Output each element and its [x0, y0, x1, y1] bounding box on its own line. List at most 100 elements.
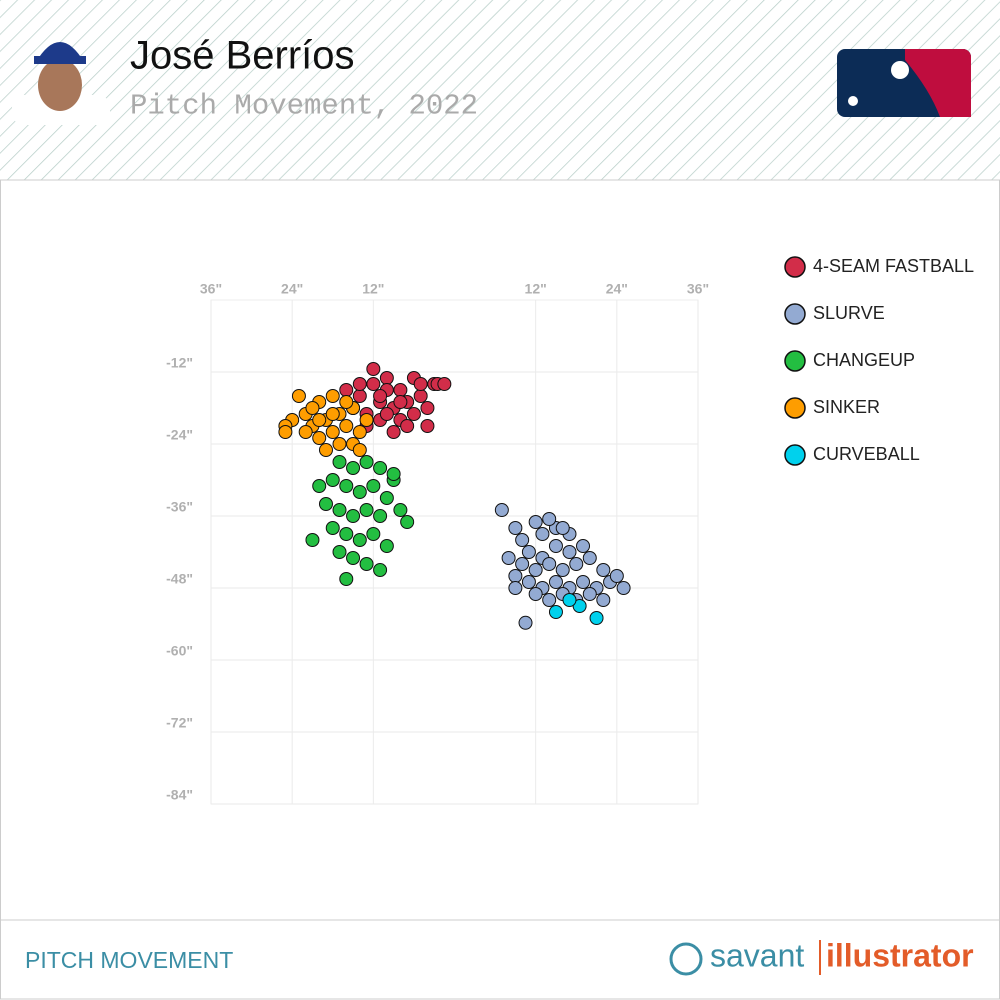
point [569, 557, 584, 571]
legend-label: CURVEBALL [813, 444, 920, 464]
point [332, 545, 347, 559]
player-photo [12, 42, 110, 125]
legend-swatch [784, 350, 806, 372]
point [535, 527, 550, 541]
ball-icon [669, 942, 703, 976]
point [332, 455, 347, 469]
legend-label: SLURVE [813, 303, 885, 323]
point [379, 371, 394, 385]
header-bg [0, 0, 1000, 180]
point [352, 389, 367, 403]
point [508, 569, 523, 583]
x-tick-label: 24" [606, 281, 628, 297]
point [291, 389, 306, 403]
point [406, 407, 421, 421]
point [373, 389, 388, 403]
point [339, 419, 354, 433]
x-tick-label: 36" [687, 281, 709, 297]
legend-label: SINKER [813, 397, 880, 417]
plot-area [210, 299, 699, 805]
point [542, 593, 557, 607]
point [366, 479, 381, 493]
legend-swatch [784, 397, 806, 419]
point [528, 515, 543, 529]
y-tick-label: -84" [166, 787, 193, 803]
point [609, 569, 624, 583]
plot: 36" 24" 12" 12" 24" 36" -12" -24" -36" -48" -60" -7… [166, 256, 974, 805]
point [312, 431, 327, 445]
point [379, 491, 394, 505]
point [596, 563, 611, 577]
point [386, 425, 401, 439]
point [582, 587, 597, 601]
point [542, 557, 557, 571]
point [318, 443, 333, 457]
point [346, 551, 361, 565]
x-tick-label: 36" [200, 281, 222, 297]
point [521, 575, 536, 589]
point [562, 593, 577, 607]
point [393, 383, 408, 397]
point [318, 497, 333, 511]
point [589, 611, 604, 625]
point [518, 615, 533, 630]
x-tick-label: 12" [525, 281, 547, 297]
point [339, 383, 354, 397]
point [359, 413, 374, 427]
y-tick-label: -60" [166, 643, 193, 659]
legend-swatch [784, 444, 806, 466]
brand-right: illustrator [826, 937, 974, 973]
point [325, 425, 340, 439]
legend-swatch [784, 256, 806, 278]
y-tick-label: -24" [166, 427, 193, 443]
x-tick-label: 12" [362, 281, 384, 297]
point [596, 593, 611, 607]
point [278, 425, 293, 439]
point [346, 461, 361, 475]
footer-label: PITCH MOVEMENT [25, 947, 233, 973]
point [386, 467, 401, 481]
point [359, 557, 374, 571]
point [400, 515, 415, 529]
point [373, 509, 388, 523]
point [562, 545, 577, 559]
point [521, 545, 536, 559]
point [572, 599, 587, 613]
point [339, 479, 354, 493]
point [413, 377, 428, 391]
point [379, 407, 394, 421]
point [542, 512, 557, 526]
x-tick-label: 24" [281, 281, 303, 297]
point [366, 362, 381, 376]
point [366, 377, 381, 391]
point [528, 563, 543, 577]
point [576, 575, 591, 589]
point [393, 503, 408, 517]
point [379, 539, 394, 553]
point [339, 395, 354, 409]
point [312, 479, 327, 493]
point [325, 407, 340, 421]
point [359, 503, 374, 517]
point [366, 527, 381, 541]
point [555, 521, 570, 535]
point [332, 503, 347, 517]
point [420, 401, 435, 415]
legend-swatch [784, 303, 806, 325]
point [332, 437, 347, 451]
point [298, 425, 313, 439]
legend-label: 4-SEAM FASTBALL [813, 256, 974, 276]
point [393, 395, 408, 409]
mlb-logo [837, 49, 971, 117]
point [305, 401, 320, 415]
point [582, 551, 597, 565]
point [339, 527, 354, 541]
point [352, 533, 367, 547]
point [305, 533, 320, 547]
point [325, 521, 340, 535]
point [346, 509, 361, 523]
y-tick-label: -12" [166, 355, 193, 371]
subtitle: Pitch Movement, 2022 [130, 90, 478, 123]
y-tick-label: -36" [166, 499, 193, 515]
point [339, 572, 354, 586]
